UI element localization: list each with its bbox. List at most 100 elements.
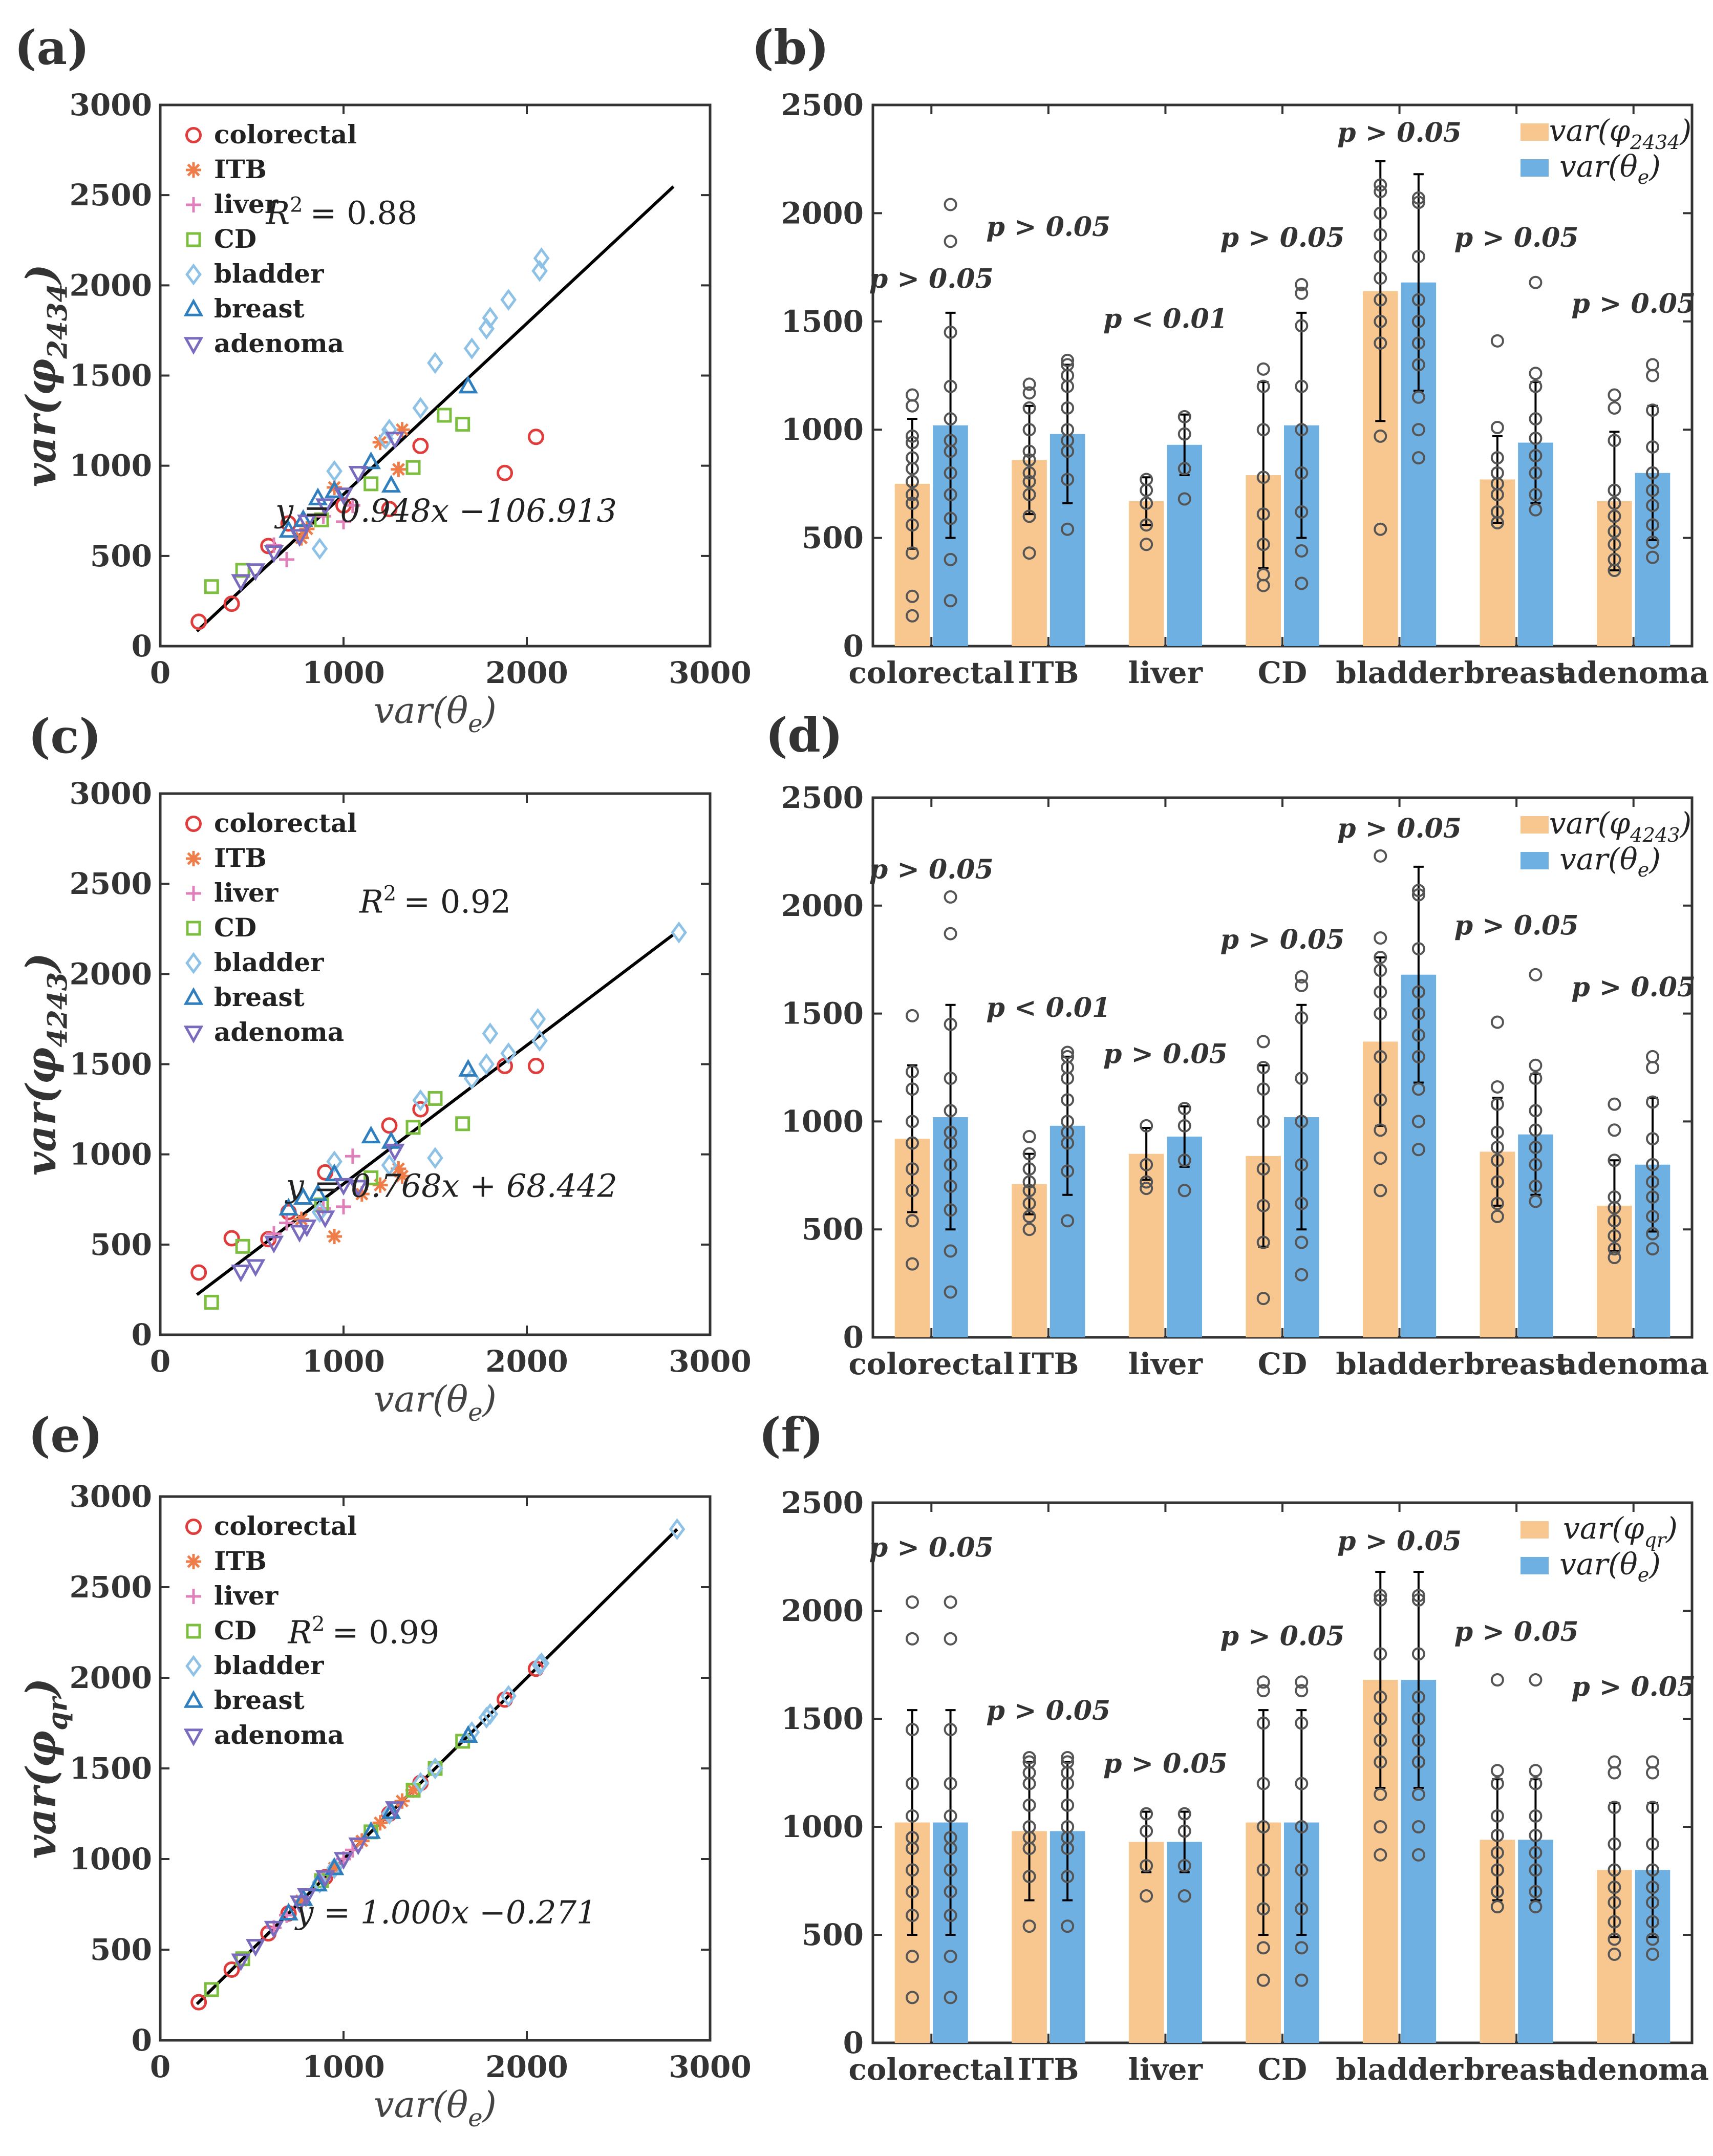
- data-point-adenoma: [384, 1143, 405, 1162]
- individual-point: [1295, 1902, 1309, 1916]
- individual-point: [1022, 1751, 1036, 1764]
- x-tick-label: breast: [1464, 655, 1569, 690]
- individual-point: [906, 1065, 919, 1079]
- legend-marker-ITB: [186, 162, 201, 178]
- plot-frame: [871, 796, 1694, 1339]
- legend-label: breast: [214, 1685, 305, 1715]
- data-point-bladder: [311, 1201, 328, 1223]
- individual-point: [1411, 358, 1425, 372]
- individual-point: [1022, 1919, 1036, 1933]
- data-point-bladder: [412, 397, 429, 419]
- individual-point: [1608, 483, 1621, 497]
- legend-marker-adenoma: [183, 1728, 204, 1746]
- individual-point: [1374, 1093, 1387, 1107]
- individual-point: [1529, 1900, 1543, 1914]
- bar-theta-liver: [1167, 444, 1202, 646]
- individual-point: [1374, 931, 1387, 945]
- individual-point: [1646, 1863, 1659, 1877]
- individual-point: [944, 1179, 957, 1193]
- individual-point: [1374, 522, 1387, 536]
- x-tick-label: CD: [1258, 2052, 1307, 2087]
- data-point-liver: [279, 551, 295, 567]
- individual-point: [1411, 942, 1425, 956]
- fit-equation: y = 0.768x + 68.442: [285, 1167, 617, 1204]
- r-squared: R2 = 0.88: [265, 194, 417, 232]
- panel-label: (f): [759, 1407, 824, 1463]
- individual-point: [1411, 1589, 1425, 1603]
- individual-point: [1646, 1175, 1659, 1189]
- r-squared: R2 = 0.92: [359, 882, 511, 921]
- individual-point: [1529, 466, 1543, 480]
- data-point-colorectal: [527, 429, 544, 445]
- data-point-ITB: [394, 422, 410, 438]
- x-tick-label: ITB: [1018, 2052, 1079, 2087]
- y-tick-label: 3000: [70, 88, 152, 122]
- individual-point: [1022, 1820, 1036, 1833]
- individual-point: [944, 466, 957, 480]
- data-point-adenoma: [231, 1264, 251, 1283]
- individual-point: [1140, 538, 1153, 551]
- p-value-label: p > 0.05: [1337, 117, 1462, 148]
- individual-point: [1411, 1050, 1425, 1063]
- individual-point: [1529, 1846, 1543, 1860]
- individual-point: [1140, 518, 1153, 532]
- y-tick-label: 500: [802, 1212, 864, 1247]
- y-tick-label: 2500: [781, 780, 864, 815]
- legend-marker-colorectal: [185, 1519, 202, 1535]
- individual-point: [944, 1125, 957, 1139]
- legend-label: liver: [214, 189, 279, 219]
- y-tick-label: 500: [90, 1932, 152, 1967]
- individual-point: [1608, 1932, 1621, 1946]
- x-axis-label: var(θe): [374, 2084, 497, 2132]
- y-tick-label: 1000: [781, 412, 864, 447]
- x-tick-label: liver: [1128, 2052, 1204, 2087]
- individual-point: [1608, 1881, 1621, 1894]
- legend-marker-bladder: [185, 952, 202, 974]
- individual-point: [1295, 423, 1309, 437]
- individual-point: [944, 488, 957, 502]
- individual-point: [1646, 1895, 1659, 1909]
- individual-point: [1411, 1028, 1425, 1042]
- p-value-label: p > 0.05: [1454, 1616, 1579, 1648]
- bar-phi-liver: [1128, 1842, 1164, 2043]
- individual-point: [1490, 1828, 1504, 1842]
- data-point-bladder: [482, 1703, 499, 1725]
- y-tick-label: 1000: [70, 449, 152, 483]
- individual-point: [1177, 1102, 1191, 1116]
- panel-label: (e): [28, 1407, 103, 1463]
- individual-point: [1022, 475, 1036, 488]
- individual-point: [1061, 353, 1075, 367]
- individual-point: [1022, 423, 1036, 437]
- individual-point: [944, 434, 957, 447]
- individual-point: [1411, 1848, 1425, 1862]
- individual-point: [944, 198, 957, 211]
- x-tick-label: 0: [150, 1344, 170, 1379]
- individual-point: [944, 1104, 957, 1118]
- data-point-colorectal: [223, 1961, 240, 1978]
- individual-point: [1140, 1807, 1153, 1821]
- individual-point: [1490, 466, 1504, 480]
- individual-point: [1177, 427, 1191, 441]
- y-tick-label: 2000: [70, 956, 152, 991]
- individual-point: [1411, 1082, 1425, 1096]
- x-tick-label: 2000: [485, 2050, 568, 2084]
- data-point-adenoma: [231, 574, 251, 592]
- individual-point: [1411, 196, 1425, 209]
- individual-point: [944, 1632, 957, 1646]
- individual-point: [1646, 403, 1659, 417]
- data-point-liver: [345, 498, 360, 514]
- individual-point: [906, 609, 919, 623]
- y-axis-label: var(φ4243): [17, 953, 73, 1176]
- x-tick-label: 1000: [302, 2050, 384, 2084]
- data-point-breast: [324, 1163, 345, 1182]
- individual-point: [1295, 466, 1309, 480]
- individual-point: [1608, 496, 1621, 510]
- r-squared: R2 = 0.99: [287, 1613, 439, 1651]
- legend-swatch: [1521, 852, 1549, 869]
- data-point-bladder: [671, 921, 687, 944]
- x-tick-label: 3000: [669, 2050, 751, 2084]
- individual-point: [1140, 1889, 1153, 1903]
- individual-point: [1374, 1787, 1387, 1801]
- individual-point: [1022, 488, 1036, 502]
- individual-point: [1177, 1154, 1191, 1167]
